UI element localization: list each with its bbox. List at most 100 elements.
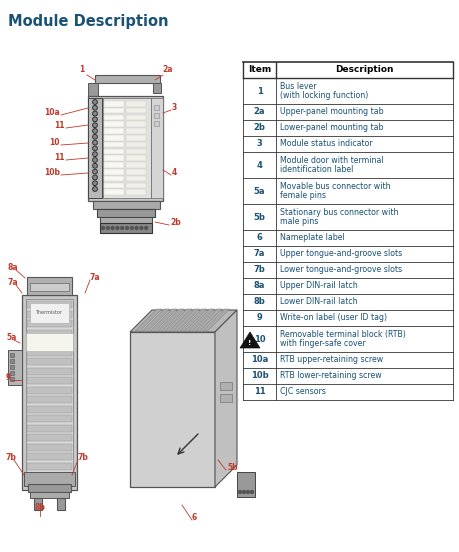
Circle shape xyxy=(94,153,96,156)
Text: 5b: 5b xyxy=(227,463,238,472)
Text: 7a: 7a xyxy=(90,273,101,282)
Polygon shape xyxy=(215,310,237,487)
Circle shape xyxy=(246,491,250,493)
Bar xyxy=(27,453,72,460)
Bar xyxy=(26,333,73,351)
Text: Write-on label (user ID tag): Write-on label (user ID tag) xyxy=(280,314,387,322)
Bar xyxy=(27,443,72,450)
Bar xyxy=(126,128,146,134)
Circle shape xyxy=(93,163,97,168)
Bar xyxy=(104,128,124,134)
Circle shape xyxy=(94,159,96,161)
Bar xyxy=(26,299,73,474)
Bar xyxy=(151,98,163,198)
Bar xyxy=(24,472,75,486)
Text: Movable bus connector with: Movable bus connector with xyxy=(280,182,391,191)
Bar xyxy=(104,108,124,113)
Polygon shape xyxy=(195,309,222,331)
Text: 7b: 7b xyxy=(6,453,17,462)
Polygon shape xyxy=(130,310,237,332)
Text: 11: 11 xyxy=(55,121,65,130)
Text: 5a: 5a xyxy=(6,333,17,342)
Text: 3: 3 xyxy=(257,140,263,148)
Text: male pins: male pins xyxy=(280,217,319,226)
Bar xyxy=(27,424,72,432)
Text: Upper-panel mounting tab: Upper-panel mounting tab xyxy=(280,108,384,116)
Text: 7b: 7b xyxy=(77,453,88,462)
Bar xyxy=(104,148,124,154)
Bar xyxy=(8,350,22,385)
Circle shape xyxy=(93,146,97,151)
Text: Lower tongue-and-groove slots: Lower tongue-and-groove slots xyxy=(280,266,402,274)
Bar xyxy=(10,353,14,357)
Text: 6: 6 xyxy=(257,233,263,242)
Circle shape xyxy=(93,152,97,156)
Bar xyxy=(220,382,232,390)
Circle shape xyxy=(94,188,96,190)
Circle shape xyxy=(94,101,96,103)
Circle shape xyxy=(111,226,114,230)
Bar xyxy=(27,330,72,337)
Polygon shape xyxy=(157,309,185,331)
Circle shape xyxy=(94,164,96,167)
Text: 4: 4 xyxy=(172,168,177,177)
Bar xyxy=(104,135,124,141)
Circle shape xyxy=(94,118,96,120)
Bar xyxy=(88,98,102,198)
Polygon shape xyxy=(135,309,162,331)
Polygon shape xyxy=(202,309,230,331)
Bar xyxy=(104,183,124,188)
Text: RTB lower-retaining screw: RTB lower-retaining screw xyxy=(280,371,382,380)
Bar xyxy=(88,96,163,201)
Circle shape xyxy=(94,124,96,126)
Text: 2a: 2a xyxy=(254,108,265,116)
Text: 10a: 10a xyxy=(44,108,60,117)
Bar xyxy=(22,295,77,490)
Bar xyxy=(126,156,146,161)
Circle shape xyxy=(94,141,96,144)
Bar xyxy=(126,142,146,147)
Circle shape xyxy=(135,226,138,230)
Text: Module status indicator: Module status indicator xyxy=(280,140,373,148)
Bar xyxy=(100,217,152,223)
Bar xyxy=(10,377,14,381)
Text: 7a: 7a xyxy=(254,250,265,258)
Bar xyxy=(27,434,72,441)
Circle shape xyxy=(94,130,96,132)
Circle shape xyxy=(93,100,97,104)
Circle shape xyxy=(93,140,97,145)
Bar xyxy=(126,108,146,113)
Polygon shape xyxy=(240,332,260,348)
Text: 8a: 8a xyxy=(254,282,265,290)
Circle shape xyxy=(130,226,133,230)
Bar xyxy=(126,169,146,174)
Bar xyxy=(93,201,160,209)
Bar xyxy=(27,396,72,403)
Text: 7a: 7a xyxy=(8,278,19,287)
Bar xyxy=(27,377,72,384)
Bar xyxy=(88,83,98,101)
Text: Lower DIN-rail latch: Lower DIN-rail latch xyxy=(280,298,358,306)
Polygon shape xyxy=(150,309,177,331)
Bar xyxy=(126,115,146,120)
Text: Thermistor: Thermistor xyxy=(35,310,62,316)
Bar xyxy=(27,463,72,470)
Text: !: ! xyxy=(248,340,252,346)
Circle shape xyxy=(93,123,97,128)
Circle shape xyxy=(125,226,129,230)
Bar xyxy=(126,183,146,188)
Text: Upper DIN-rail latch: Upper DIN-rail latch xyxy=(280,282,358,290)
Bar xyxy=(104,176,124,181)
Bar xyxy=(28,484,71,492)
Bar xyxy=(104,101,124,107)
Text: 10a: 10a xyxy=(251,355,268,364)
Text: 2b: 2b xyxy=(253,124,265,132)
Circle shape xyxy=(242,491,246,493)
Bar xyxy=(104,156,124,161)
Text: 9: 9 xyxy=(257,314,263,322)
Bar xyxy=(104,169,124,174)
Circle shape xyxy=(106,226,109,230)
Bar xyxy=(34,498,42,510)
Bar xyxy=(10,371,14,375)
Text: Description: Description xyxy=(335,66,394,75)
